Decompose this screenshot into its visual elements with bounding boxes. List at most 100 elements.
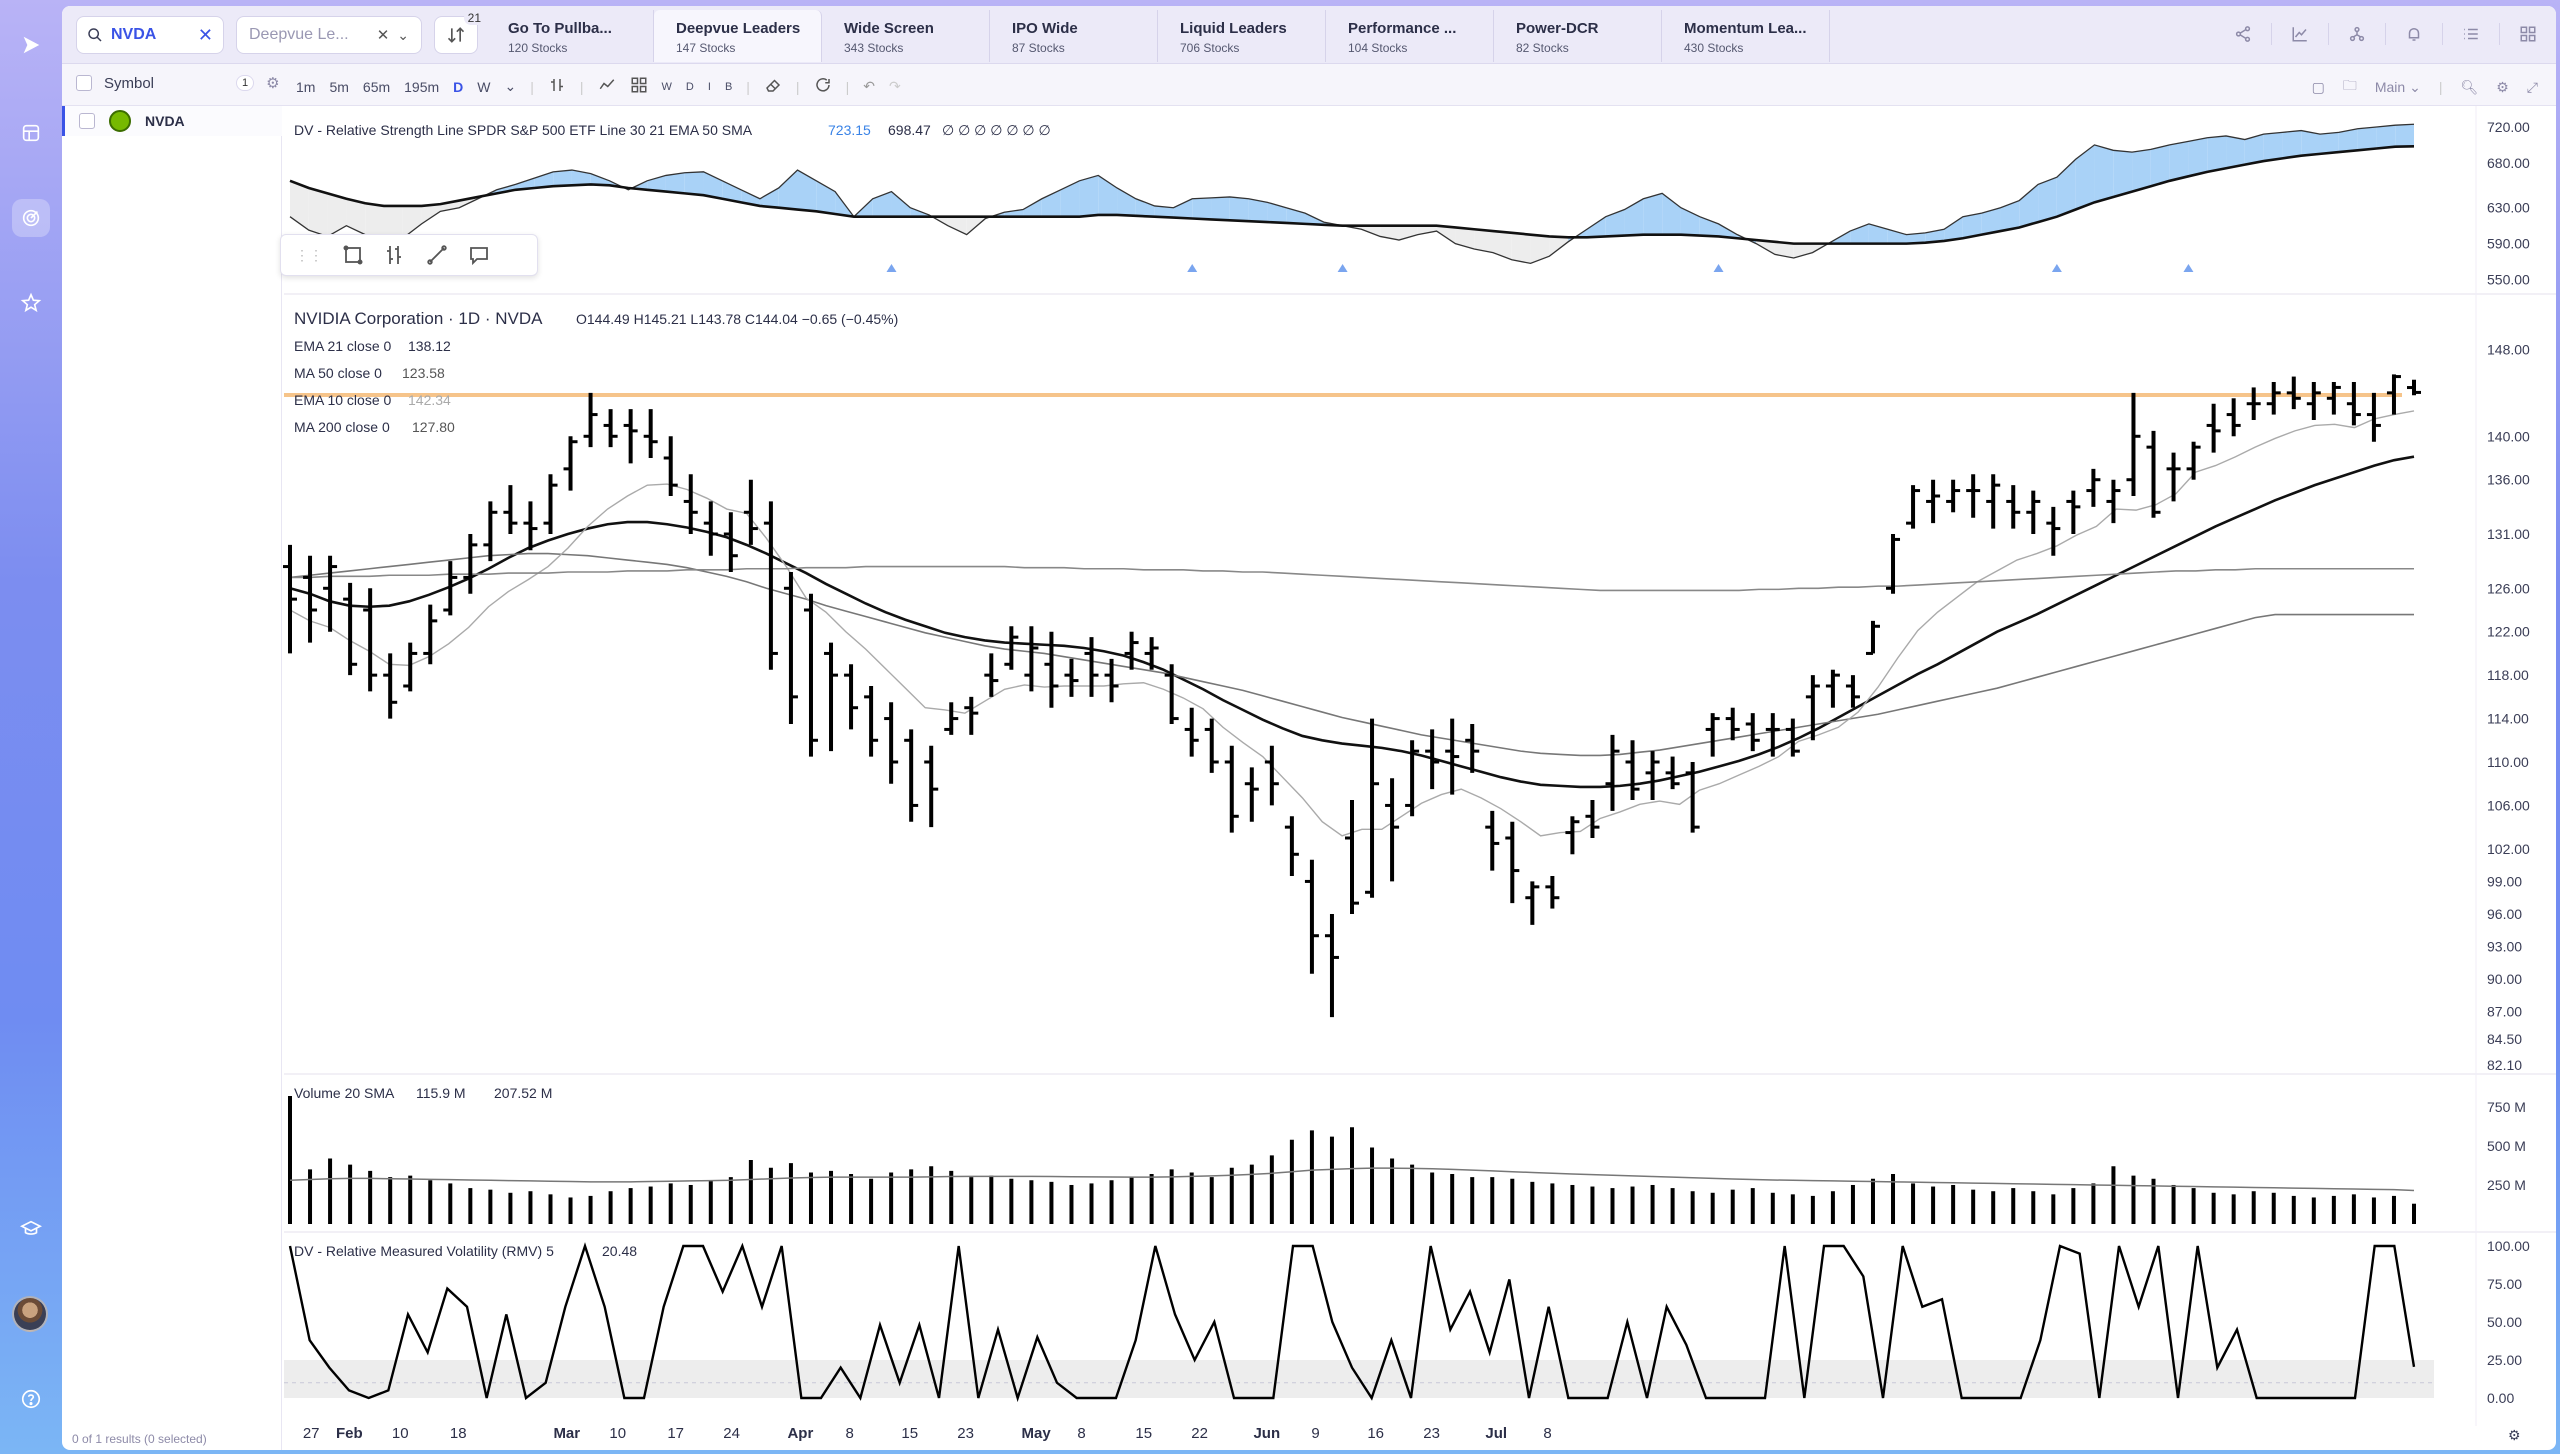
interval-1m[interactable]: 1m [296, 78, 316, 95]
x-axis-tick: 22 [1191, 1425, 1208, 1442]
layout-icon[interactable]: ▢ [2311, 78, 2325, 95]
clear-search-icon[interactable]: ✕ [197, 25, 213, 45]
layout-select[interactable]: Main ⌄ [2374, 78, 2421, 95]
tab-7[interactable]: Momentum Lea... 430 Stocks [1662, 10, 1830, 62]
interval-5m[interactable]: 5m [329, 78, 349, 95]
tab-3[interactable]: IPO Wide 87 Stocks [990, 10, 1158, 62]
rs-new-high-marker [1337, 264, 1348, 272]
ohlc-bar [1785, 718, 1800, 757]
ohlc-bar [2246, 387, 2261, 420]
indicators-icon[interactable] [598, 76, 616, 97]
rs-fill-segment [1455, 227, 1475, 250]
drag-handle-icon[interactable]: ⋮⋮ [295, 246, 323, 263]
rs-fill-segment [1248, 198, 1268, 223]
zoom-icon[interactable]: 🔍︎ [2460, 78, 2479, 95]
rs-legend-title: DV - Relative Strength Line SPDR S&P 500… [294, 122, 753, 138]
rmv-line [288, 1242, 2416, 1403]
share-icon[interactable] [2229, 20, 2257, 48]
filter-button[interactable]: 21 [434, 11, 485, 54]
rs-fill-segment [665, 172, 685, 194]
left-rail [0, 0, 62, 1454]
avatar[interactable] [12, 1296, 48, 1332]
comment-tool-icon[interactable] [467, 243, 491, 267]
rectangle-tool-icon[interactable] [341, 243, 365, 267]
ohlc-bar [683, 474, 698, 534]
ohlc-bar [2166, 452, 2181, 502]
period-i[interactable]: I [707, 80, 711, 93]
row-checkbox[interactable] [79, 113, 95, 129]
redo-icon[interactable]: ↷ [888, 78, 901, 94]
network-icon[interactable] [2343, 20, 2371, 48]
rs-axis-tick: 550.00 [2487, 272, 2530, 288]
rs-fill-segment [1041, 189, 1061, 217]
rs-fill-segment [1793, 243, 1813, 258]
undo-icon[interactable]: ↶ [863, 78, 875, 94]
ohlc-bar [1064, 658, 1079, 697]
clear-watchlist-icon[interactable]: ✕ [376, 26, 390, 44]
tab-name: Deepvue Leaders [676, 20, 801, 37]
rs-fill-segment [1962, 213, 1982, 239]
tab-0[interactable]: Go To Pullba... 120 Stocks [486, 10, 654, 62]
help-icon[interactable] [12, 1380, 50, 1418]
period-d[interactable]: D [685, 80, 694, 93]
interval-195m[interactable]: 195m [404, 78, 440, 95]
symbol-header-label[interactable]: Symbol [104, 74, 155, 92]
rs-new-high-marker [1713, 264, 1724, 272]
fullscreen-icon[interactable]: ⤢ [2526, 78, 2538, 95]
trendline-tool-icon[interactable] [425, 243, 449, 267]
star-icon[interactable] [12, 284, 50, 322]
select-all-checkbox[interactable] [76, 75, 92, 91]
tab-4[interactable]: Liquid Leaders 706 Stocks [1158, 10, 1326, 62]
learn-icon[interactable] [12, 1210, 50, 1248]
refresh-icon[interactable] [814, 76, 832, 97]
logo-arrow-icon[interactable] [12, 26, 50, 64]
ohlc-bar [283, 544, 297, 654]
ohlc-bar [1605, 734, 1620, 811]
ma200-value: 127.80 [412, 419, 455, 435]
rs-fill-segment [1774, 241, 1794, 258]
filter-count-badge: 21 [463, 11, 485, 25]
screen-tabs: Go To Pullba... 120 Stocks Deepvue Leaders… [486, 10, 1830, 62]
candle-tool-icon[interactable] [383, 243, 407, 267]
rs-fill-segment [1398, 225, 1418, 241]
watchlist-icon[interactable] [12, 114, 50, 152]
gear-icon[interactable]: ⚙ [2496, 78, 2509, 95]
search-value[interactable]: NVDA [111, 26, 157, 43]
eraser-icon[interactable] [764, 76, 782, 97]
interval-w[interactable]: W [477, 78, 491, 95]
period-b[interactable]: B [724, 80, 733, 93]
bar-style-icon[interactable] [548, 76, 566, 97]
chart-area[interactable]: 720.00 680.00 630.00 590.00 550.00 148.00 140… [62, 6, 2556, 1450]
symbol-search[interactable]: NVDA ✕ [76, 16, 224, 54]
interval-65m[interactable]: 65m [362, 78, 391, 95]
chart-icon[interactable] [2286, 20, 2314, 48]
rs-fill-segment [1662, 193, 1681, 235]
rs-fill-segment [1229, 196, 1249, 222]
ohlc-bar [1805, 675, 1820, 741]
templates-icon[interactable] [630, 76, 648, 97]
tab-name: Performance ... [1348, 20, 1457, 37]
chevron-down-icon[interactable]: ⌄ [397, 26, 409, 43]
watchlist-select[interactable]: Deepvue Le... ✕ ⌄ [236, 16, 422, 54]
tab-5[interactable]: Performance ... 104 Stocks [1326, 10, 1494, 62]
tab-1[interactable]: Deepvue Leaders 147 Stocks [654, 10, 822, 62]
chevron-down-icon[interactable]: ⌄ [504, 78, 517, 94]
rmv-axis-tick: 25.00 [2487, 1352, 2522, 1368]
ohlc-bar [2206, 403, 2221, 453]
list-icon[interactable] [2457, 20, 2485, 48]
tab-6[interactable]: Power-DCR 82 Stocks [1494, 10, 1662, 62]
tab-count: 343 Stocks [844, 41, 904, 55]
grid-icon[interactable] [2514, 20, 2542, 48]
ohlc-bar [1204, 718, 1219, 773]
bell-icon[interactable] [2400, 20, 2428, 48]
folder-icon[interactable]: 🗀 [2342, 77, 2357, 93]
rs-new-high-marker [886, 264, 897, 272]
scanner-icon[interactable] [12, 199, 50, 237]
period-w[interactable]: W [661, 80, 672, 93]
price-axis-tick: 90.00 [2487, 971, 2522, 987]
gear-icon[interactable]: ⚙ [266, 75, 280, 92]
rmv-legend-title: DV - Relative Measured Volatility (RMV) … [294, 1243, 554, 1259]
list-item[interactable]: NVDA [62, 106, 282, 136]
interval-d[interactable]: D [453, 78, 464, 95]
tab-2[interactable]: Wide Screen 343 Stocks [822, 10, 990, 62]
